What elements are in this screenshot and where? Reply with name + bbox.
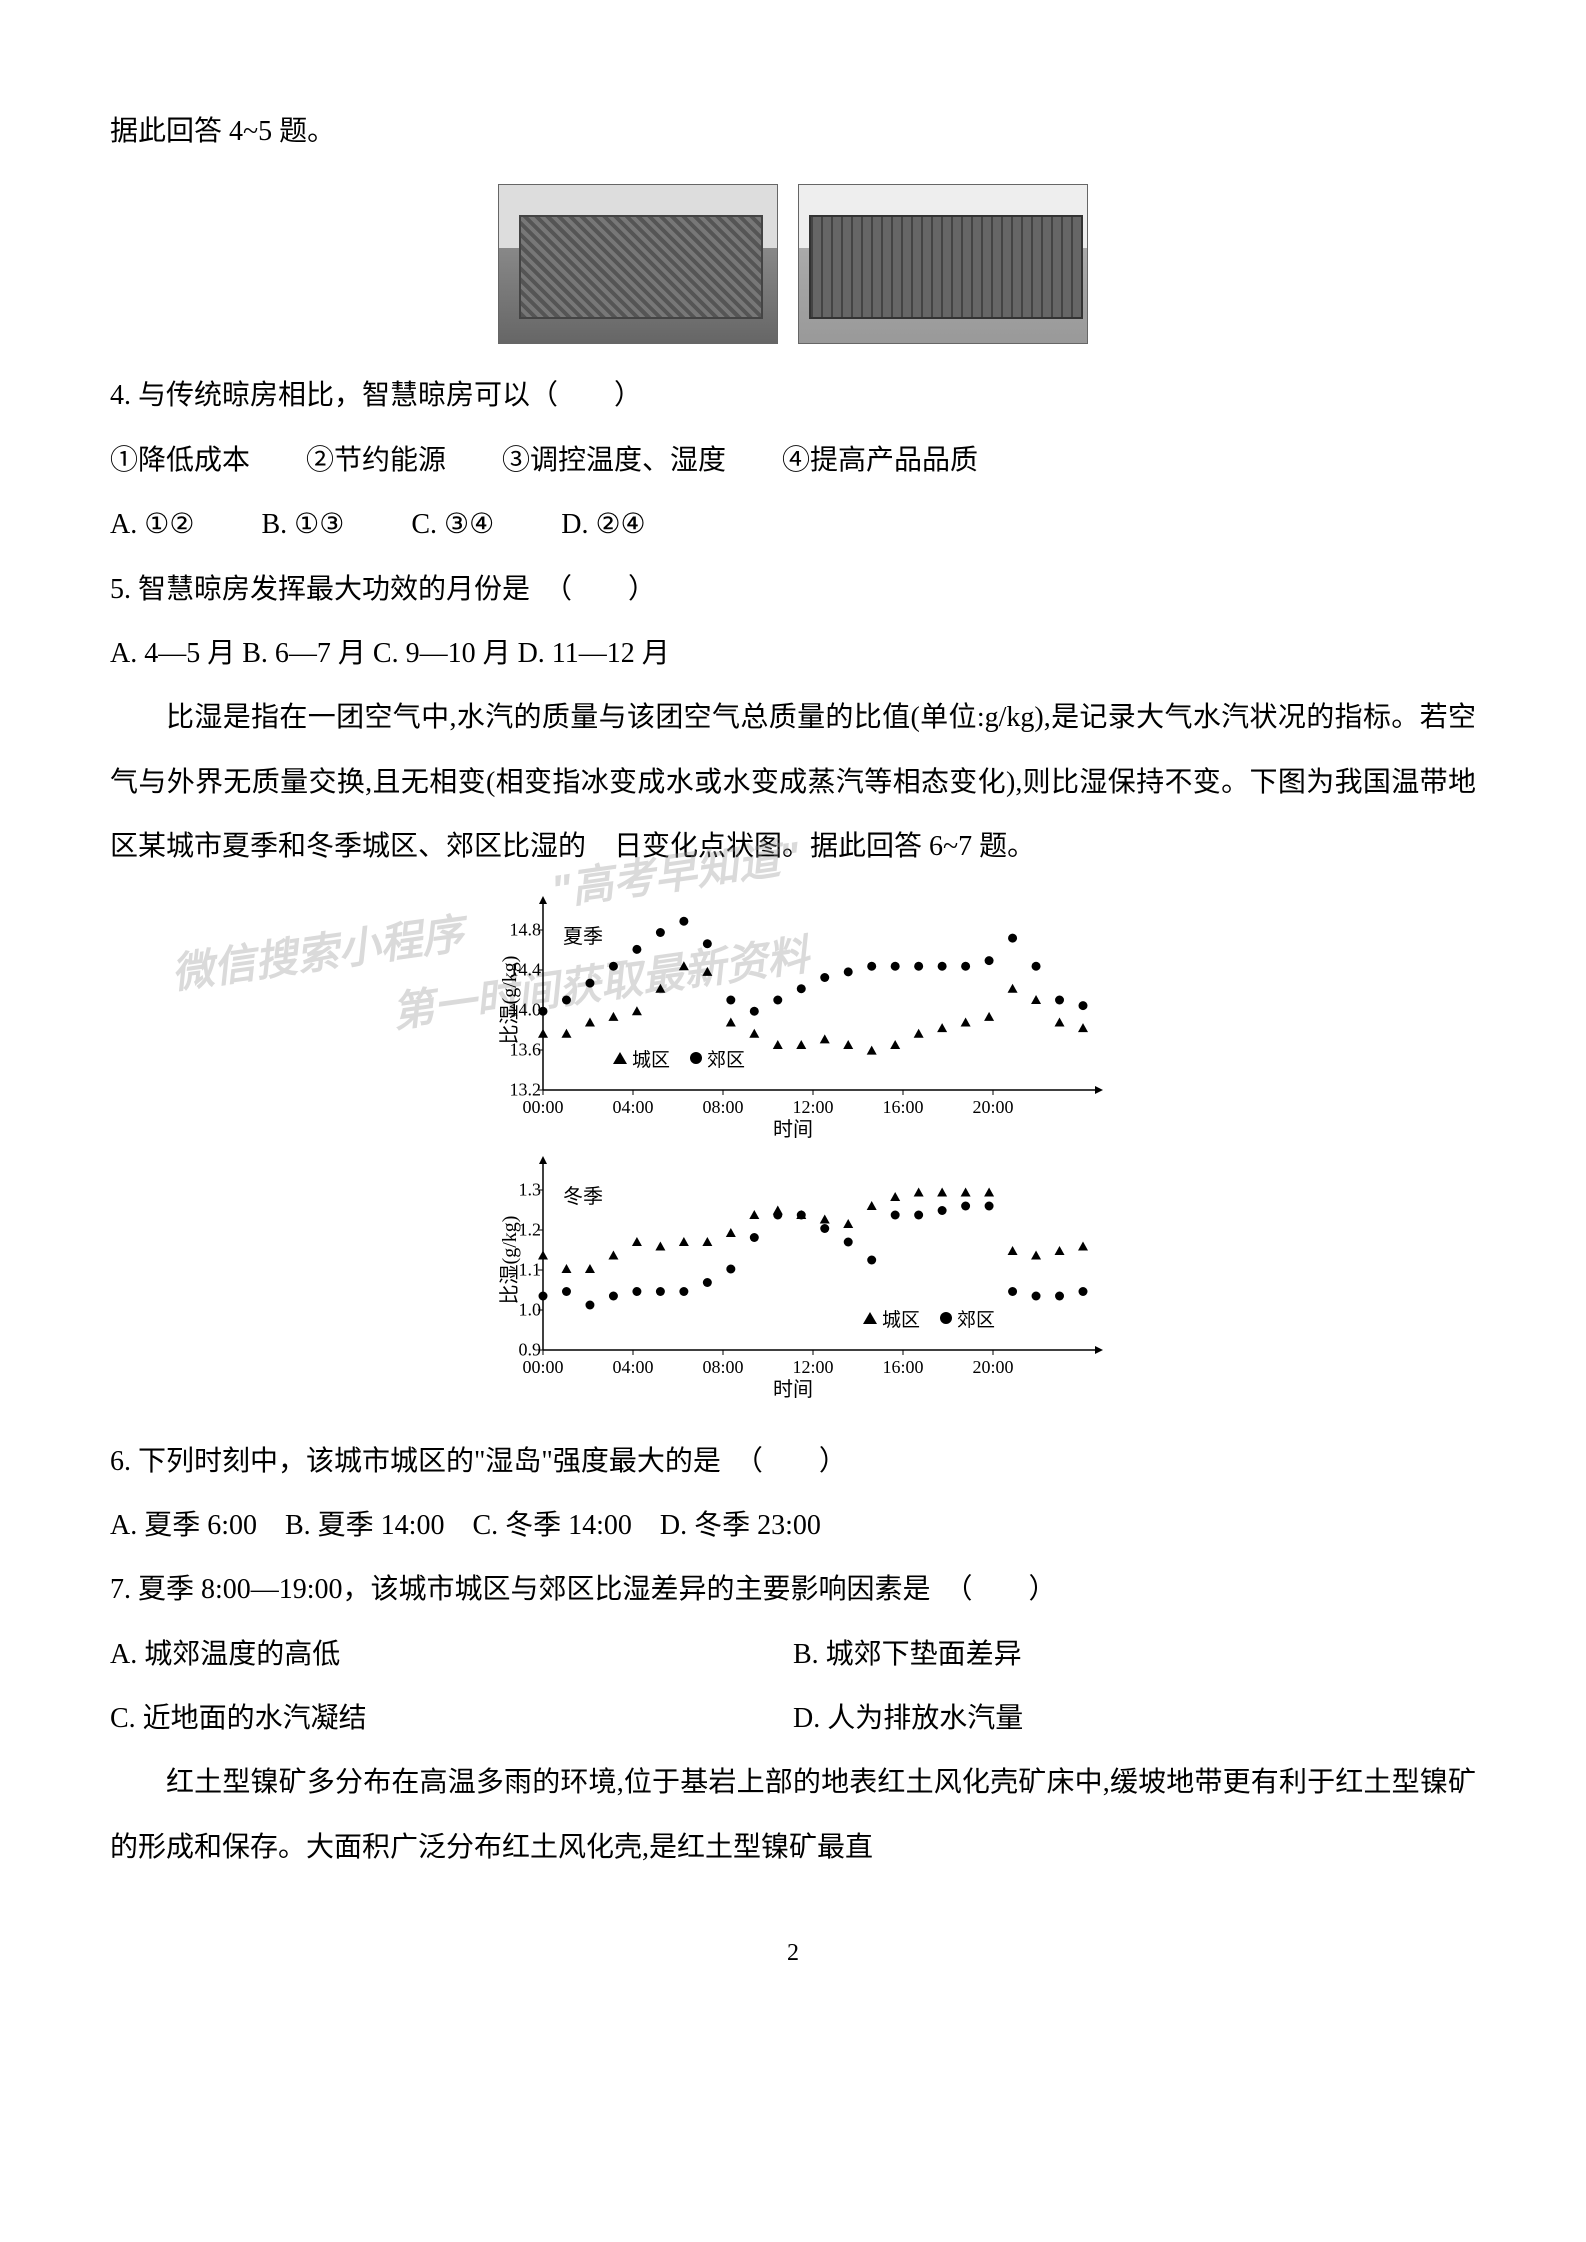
y-tick-label: 1.0 xyxy=(519,1299,542,1320)
y-tick-label: 1.1 xyxy=(519,1259,542,1280)
q7-options-row2: C. 近地面的水汽凝结 D. 人为排放水汽量 xyxy=(110,1687,1476,1751)
winter-legend-suburb: 郊区 xyxy=(957,1305,995,1332)
winter-chart: 比湿(g/kg) 时间 冬季 城区 郊区 0.91.01.11.21.3 00:… xyxy=(483,1150,1103,1370)
q5-options: A. 4—5 月 B. 6—7 月 C. 9—10 月 D. 11—12 月 xyxy=(110,622,1476,686)
x-tick-label: 20:00 xyxy=(972,1357,1013,1378)
summer-legend-urban: 城区 xyxy=(632,1045,670,1072)
q7-opt-d: D. 人为排放水汽量 xyxy=(793,1687,1476,1751)
q7-opt-b: B. 城郊下垫面差异 xyxy=(793,1623,1476,1687)
winter-title: 冬季 xyxy=(563,1180,603,1209)
x-tick-label: 16:00 xyxy=(882,1097,923,1118)
q4-opt-b: B. ①③ xyxy=(261,509,344,540)
x-tick-label: 16:00 xyxy=(882,1357,923,1378)
summer-legend: 城区 郊区 xyxy=(613,1045,745,1072)
y-tick-label: 13.6 xyxy=(510,1039,542,1060)
page-number: 2 xyxy=(110,1940,1476,1967)
smart-drying-house-photo xyxy=(798,184,1088,344)
q4-circled-options: ①降低成本 ②节约能源 ③调控温度、湿度 ④提高产品品质 xyxy=(110,429,1476,493)
summer-title: 夏季 xyxy=(563,920,603,949)
watermark-2: 微信搜索小程序 xyxy=(167,899,467,1000)
nickel-paragraph: 红土型镍矿多分布在高温多雨的环境,位于基岩上部的地表红土风化壳矿床中,缓坡地带更… xyxy=(110,1751,1476,1880)
triangle-marker-icon xyxy=(613,1052,627,1064)
q4-options: A. ①② B. ①③ C. ③④ D. ②④ xyxy=(110,493,1476,557)
triangle-marker-icon xyxy=(863,1312,877,1324)
q5-stem: 5. 智慧晾房发挥最大功效的月份是 （ ） xyxy=(110,558,1476,622)
winter-legend-urban: 城区 xyxy=(882,1305,920,1332)
q7-opt-c: C. 近地面的水汽凝结 xyxy=(110,1687,793,1751)
humidity-paragraph: 比湿是指在一团空气中,水汽的质量与该团空气总质量的比值(单位:g/kg),是记录… xyxy=(110,686,1476,879)
circle-marker-icon xyxy=(690,1052,702,1064)
q4-opt-c: C. ③④ xyxy=(411,509,494,540)
x-tick-label: 12:00 xyxy=(792,1097,833,1118)
x-tick-label: 04:00 xyxy=(612,1097,653,1118)
charts-container: "高考早知道" 微信搜索小程序 第一时间获取最新资料 比湿(g/kg) 时间 夏… xyxy=(110,890,1476,1410)
q4-stem: 4. 与传统晾房相比，智慧晾房可以（ ） xyxy=(110,364,1476,428)
summer-chart: 比湿(g/kg) 时间 夏季 城区 郊区 13.213.614.014.414.… xyxy=(483,890,1103,1110)
summer-legend-suburb: 郊区 xyxy=(707,1045,745,1072)
x-tick-label: 08:00 xyxy=(702,1357,743,1378)
intro-line: 据此回答 4~5 题。 xyxy=(110,100,1476,164)
photo-row xyxy=(110,184,1476,344)
circle-marker-icon xyxy=(940,1312,952,1324)
y-tick-label: 14.8 xyxy=(510,919,542,940)
x-tick-label: 00:00 xyxy=(522,1097,563,1118)
q6-stem: 6. 下列时刻中，该城市城区的"湿岛"强度最大的是 （ ） xyxy=(110,1430,1476,1494)
q4-opt-a: A. ①② xyxy=(110,509,194,540)
winter-legend: 城区 郊区 xyxy=(863,1305,995,1332)
x-tick-label: 08:00 xyxy=(702,1097,743,1118)
y-tick-label: 1.2 xyxy=(519,1219,542,1240)
traditional-drying-house-photo xyxy=(498,184,778,344)
x-tick-label: 00:00 xyxy=(522,1357,563,1378)
q7-opt-a: A. 城郊温度的高低 xyxy=(110,1623,793,1687)
q6-options: A. 夏季 6:00 B. 夏季 14:00 C. 冬季 14:00 D. 冬季… xyxy=(110,1494,1476,1558)
q7-options-row1: A. 城郊温度的高低 B. 城郊下垫面差异 xyxy=(110,1623,1476,1687)
x-tick-label: 04:00 xyxy=(612,1357,653,1378)
q7-stem: 7. 夏季 8:00—19:00，该城市城区与郊区比湿差异的主要影响因素是 （ … xyxy=(110,1558,1476,1622)
x-tick-label: 20:00 xyxy=(972,1097,1013,1118)
q4-opt-d: D. ②④ xyxy=(561,509,645,540)
y-tick-label: 14.4 xyxy=(510,959,542,980)
y-tick-label: 1.3 xyxy=(519,1179,542,1200)
x-tick-label: 12:00 xyxy=(792,1357,833,1378)
y-tick-label: 14.0 xyxy=(510,999,542,1020)
